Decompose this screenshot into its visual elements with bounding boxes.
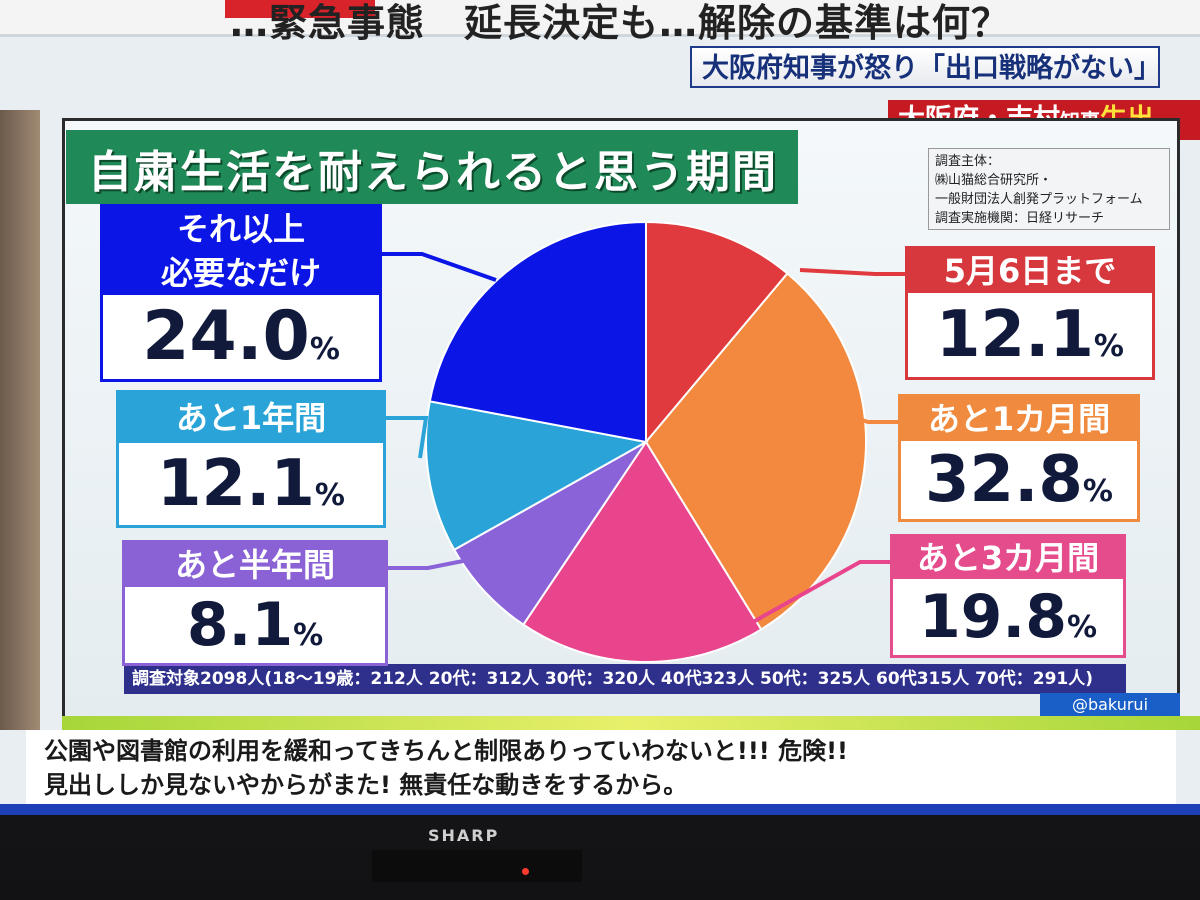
caption-box: 公園や図書館の利用を緩和ってきちんと制限ありっていわないと!!! 危険!! 見出… [26, 730, 1176, 804]
slice-value-number: 12.1 [157, 447, 315, 521]
slice-value-unit: % [293, 618, 324, 653]
sub-banner: 大阪府知事が怒り「出口戦略がない」 [690, 46, 1161, 88]
title-bar [66, 130, 798, 204]
survey-line: 一般財団法人創発プラットフォーム [935, 192, 1143, 207]
headline-red-tag [225, 0, 375, 18]
slice-value-label: 12.1% [908, 293, 1152, 377]
slice-value-unit: % [1093, 329, 1124, 364]
slice-label-caption: あと1カ月間 [901, 397, 1137, 441]
slice-value-label: 32.8% [901, 441, 1137, 519]
leader-line [861, 418, 898, 424]
watermark: @bakurui [1040, 693, 1180, 717]
slice-more [428, 220, 647, 444]
tv-stand [372, 850, 582, 882]
leader-line [386, 416, 429, 459]
slice-value-number: 12.1 [936, 298, 1094, 372]
slice-halfyear [452, 441, 647, 627]
slice-1year [425, 400, 649, 552]
slice-label-caption: それ以上 必要なだけ [103, 207, 379, 295]
leader-line [711, 560, 890, 647]
survey-line: 調査実施機関：日経リサーチ [935, 211, 1105, 226]
slice-may6 [645, 220, 789, 445]
slice-value-number: 32.8 [925, 443, 1083, 517]
slice-value-unit: % [1082, 474, 1113, 509]
slice-label-box: 5月6日まで 12.1% [905, 246, 1155, 380]
slice-value-unit: % [309, 332, 340, 367]
slice-label-box: あと3カ月間 19.8% [890, 534, 1126, 658]
green-strip [62, 716, 1200, 730]
slice-value-unit: % [1066, 610, 1098, 645]
slice-label-box: あと1年間 12.1% [116, 390, 386, 528]
left-camera-strip [0, 110, 40, 730]
slice-label-box: あと半年間 8.1% [122, 540, 388, 666]
slice-value-unit: % [314, 478, 345, 513]
headline-band: …緊急事態 延長決定も…解除の基準は何？ [0, 0, 1200, 45]
caption-line-1: 公園や図書館の利用を緩和ってきちんと制限ありっていわないと!!! 危険!! [44, 737, 848, 765]
survey-info-box: 調査主体： ㈱山猫総合研究所・ 一般財団法人創発プラットフォーム 調査実施機関：… [928, 148, 1170, 230]
tv-brand-logo: SHARP [428, 826, 500, 845]
slice-value-number: 8.1 [186, 590, 294, 660]
leader-line [382, 252, 497, 282]
survey-line: 調査主体： [935, 154, 1001, 169]
slice-label-caption: あと3カ月間 [893, 537, 1123, 579]
slice-label-caption: あと1年間 [119, 393, 383, 443]
slice-3month [521, 440, 763, 663]
slice-label-box: あと1カ月間 32.8% [898, 394, 1140, 522]
slice-label-caption: あと半年間 [125, 543, 385, 587]
slice-value-number: 24.0 [142, 297, 310, 376]
slice-value-label: 8.1% [125, 587, 385, 663]
slice-value-number: 19.8 [918, 582, 1067, 652]
slice-value-label: 24.0% [103, 295, 379, 379]
survey-target-strip: 調査対象2098人(18～19歳：212人 20代：312人 30代：320人 … [124, 664, 1126, 694]
headline-text: …緊急事態 延長決定も…解除の基準は何？ [230, 1, 1011, 45]
caption-line-2: 見出ししか見ないやからがまた! 無責任な動きをするから。 [44, 771, 688, 799]
leader-line [388, 558, 469, 570]
leader-line [799, 268, 905, 276]
survey-line: ㈱山猫総合研究所・ [935, 173, 1053, 188]
slice-label-box: それ以上 必要なだけ 24.0% [100, 204, 382, 382]
caption-bottom-bar [0, 804, 1200, 815]
slice-value-label: 12.1% [119, 443, 383, 525]
power-led [522, 868, 529, 875]
slice-label-caption: 5月6日まで [908, 249, 1152, 293]
slice-value-label: 19.8% [893, 579, 1123, 655]
chart-title: 自粛生活を耐えられると思う期間 [88, 147, 778, 198]
